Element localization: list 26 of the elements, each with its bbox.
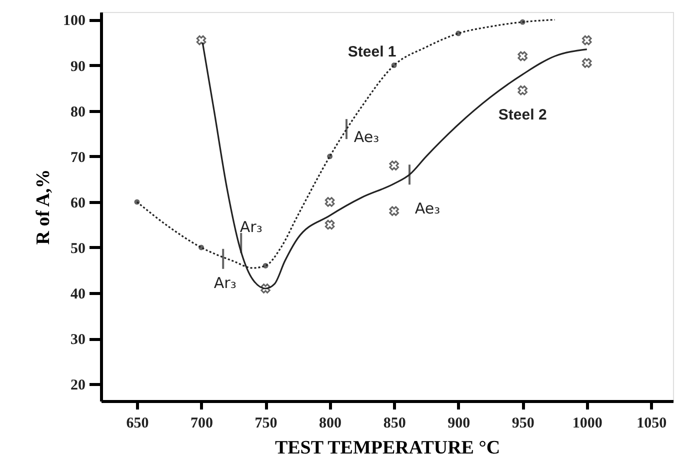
- annotation: Ae₃: [414, 200, 440, 218]
- y-axis-title: R of A,%: [33, 169, 54, 245]
- annotation: Ar₃: [240, 218, 262, 236]
- y-tick-label: 100: [63, 13, 86, 30]
- x-tick-label: 650: [126, 416, 149, 432]
- annotation: Ar₃: [214, 274, 236, 292]
- y-tick-label: 80: [70, 104, 86, 120]
- y-tick-label: 30: [70, 332, 86, 348]
- x-tick-label: 800: [319, 416, 342, 432]
- y-tick-label: 50: [70, 240, 86, 257]
- x-axis-title: TEST TEMPERATURE °C: [274, 438, 500, 458]
- y-tick-label: 70: [70, 150, 86, 166]
- x-tick-label: 850: [383, 416, 406, 432]
- series-label: Steel 2: [498, 106, 547, 124]
- y-tick-label: 90: [70, 58, 86, 75]
- annotation: Ae₃: [354, 128, 380, 146]
- x-tick-label: 950: [512, 416, 534, 432]
- x-tick-label: 1050: [636, 416, 667, 432]
- x-tick-label: 750: [254, 416, 278, 432]
- x-tick-label: 900: [448, 416, 470, 432]
- y-tick-label: 60: [70, 195, 86, 212]
- y-tick-label: 40: [70, 286, 86, 303]
- series-label: Steel 1: [348, 43, 396, 60]
- y-tick-label: 20: [70, 378, 86, 394]
- x-tick-label: 700: [190, 416, 214, 432]
- x-tick-label: 1000: [572, 416, 602, 432]
